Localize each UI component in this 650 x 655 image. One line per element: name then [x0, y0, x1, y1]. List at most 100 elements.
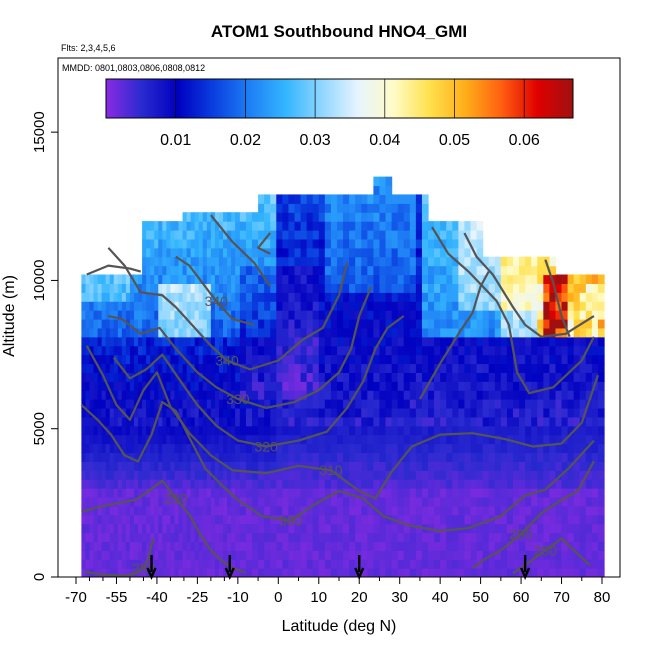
- heat-cell: [252, 514, 259, 525]
- heat-cell: [218, 354, 224, 365]
- heat-cell: [85, 390, 91, 400]
- heat-cell: [239, 425, 247, 436]
- heat-cell: [458, 345, 466, 356]
- heat-cell: [385, 185, 393, 196]
- heat-cell: [170, 345, 176, 356]
- heat-cell: [537, 434, 544, 445]
- heat-cell: [543, 488, 550, 498]
- heat-cell: [446, 407, 453, 418]
- heat-cell: [158, 452, 163, 462]
- contour-line: [418, 271, 490, 400]
- heat-cell: [525, 568, 532, 577]
- heat-cell: [276, 399, 283, 409]
- heat-cell: [174, 425, 180, 436]
- heat-cell: [519, 452, 526, 462]
- heat-cell: [355, 532, 362, 543]
- heat-cell: [428, 479, 435, 489]
- heat-cell: [428, 399, 435, 409]
- heat-cell: [537, 514, 544, 525]
- heat-cell: [428, 274, 435, 284]
- heat-cell: [101, 488, 107, 498]
- heat-cell: [154, 265, 159, 276]
- heat-cell: [349, 505, 356, 516]
- heat-cell: [318, 479, 326, 489]
- heat-cell: [336, 532, 344, 543]
- heat-cell: [142, 274, 147, 284]
- heat-cell: [312, 230, 320, 240]
- heat-cell: [270, 221, 277, 231]
- heat-cell: [549, 354, 557, 365]
- heat-cell: [105, 416, 111, 427]
- heat-cell: [276, 488, 283, 498]
- heat-cell: [239, 434, 247, 445]
- heat-cell: [125, 407, 131, 418]
- heat-cell: [403, 470, 411, 480]
- heat-cell: [264, 407, 271, 418]
- heat-cell: [500, 283, 508, 293]
- heat-cell: [379, 256, 387, 267]
- heat-cell: [482, 283, 490, 293]
- heat-cell: [252, 479, 259, 489]
- heat-cell: [174, 505, 180, 516]
- heat-cell: [415, 283, 423, 293]
- heat-cell: [343, 256, 350, 267]
- heat-cell: [385, 550, 393, 560]
- heat-cell: [142, 310, 147, 320]
- heat-cell: [81, 479, 87, 489]
- heat-cell: [109, 416, 115, 427]
- heat-cell: [101, 274, 107, 284]
- heat-cell: [470, 390, 478, 400]
- heat-cell: [561, 390, 569, 400]
- heat-cell: [97, 434, 103, 445]
- heat-cell: [85, 443, 91, 454]
- heat-cell: [343, 265, 350, 276]
- heat-cell: [239, 301, 247, 311]
- heat-cell: [591, 434, 599, 445]
- heat-cell: [434, 425, 441, 436]
- heat-cell: [458, 416, 466, 427]
- heat-cell: [591, 568, 599, 577]
- heat-cell: [300, 336, 308, 347]
- heat-cell: [252, 452, 259, 462]
- heat-cell: [245, 265, 253, 276]
- heat-cell: [218, 505, 224, 516]
- heat-cell: [476, 479, 484, 489]
- heat-cell: [252, 274, 259, 284]
- heat-cell: [198, 256, 204, 267]
- heat-cell: [223, 256, 228, 267]
- heat-cell: [494, 274, 502, 284]
- heat-cell: [397, 194, 405, 204]
- heat-cell: [512, 292, 520, 302]
- heat-cell: [93, 318, 99, 329]
- heat-cell: [300, 425, 308, 436]
- heat-cell: [270, 238, 277, 249]
- heat-cell: [270, 407, 277, 418]
- heat-cell: [101, 559, 107, 569]
- heat-cell: [158, 238, 163, 249]
- heat-cell: [264, 514, 271, 525]
- heat-cell: [458, 327, 466, 338]
- x-tick-label: -25: [187, 589, 209, 606]
- heat-cell: [239, 496, 247, 507]
- heat-cell: [506, 541, 514, 551]
- heat-cell: [543, 390, 550, 400]
- heat-cell: [415, 488, 423, 498]
- heat-cell: [330, 283, 338, 293]
- heat-cell: [264, 336, 271, 347]
- heat-cell: [218, 363, 224, 373]
- heat-cell: [105, 452, 111, 462]
- heat-cell: [105, 550, 111, 560]
- heat-cell: [500, 345, 508, 356]
- heat-cell: [288, 230, 296, 240]
- heat-cell: [182, 292, 188, 302]
- heat-cell: [488, 496, 496, 507]
- heat-cell: [245, 461, 253, 471]
- heat-cell: [531, 318, 538, 329]
- heat-cell: [452, 568, 459, 577]
- heat-cell: [178, 550, 184, 560]
- heat-cell: [162, 283, 167, 293]
- heat-cell: [129, 496, 135, 507]
- heat-cell: [434, 514, 441, 525]
- heat-cell: [543, 541, 550, 551]
